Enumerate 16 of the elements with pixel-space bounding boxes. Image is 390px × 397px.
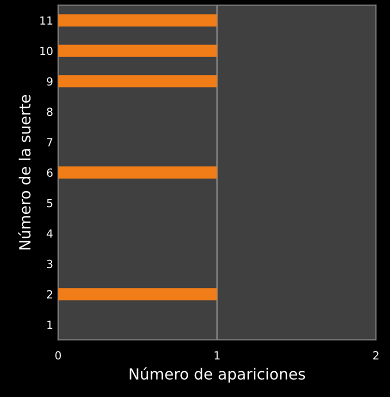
y-tick-label: 11 bbox=[40, 16, 52, 25]
y-axis-title: Número de la suerte bbox=[18, 94, 31, 250]
y-tick-label: 9 bbox=[46, 77, 52, 86]
y-tick-label: 7 bbox=[47, 138, 52, 146]
y-tick-label: 5 bbox=[47, 199, 52, 208]
y-tick-label: 4 bbox=[46, 229, 53, 238]
y-tick-label: 8 bbox=[46, 108, 52, 116]
x-tick-label: 2 bbox=[373, 351, 378, 360]
x-axis-title: Número de apariciones bbox=[130, 367, 306, 383]
y-tick-label: 1 bbox=[47, 320, 52, 329]
y-tick-label: 6 bbox=[46, 168, 53, 177]
y-tick-label: 10 bbox=[40, 46, 53, 56]
y-tick-label: 3 bbox=[47, 260, 52, 268]
x-tick-label: 1 bbox=[214, 351, 220, 360]
y-tick-label: 2 bbox=[46, 290, 52, 298]
x-tick-label: 0 bbox=[55, 351, 61, 360]
